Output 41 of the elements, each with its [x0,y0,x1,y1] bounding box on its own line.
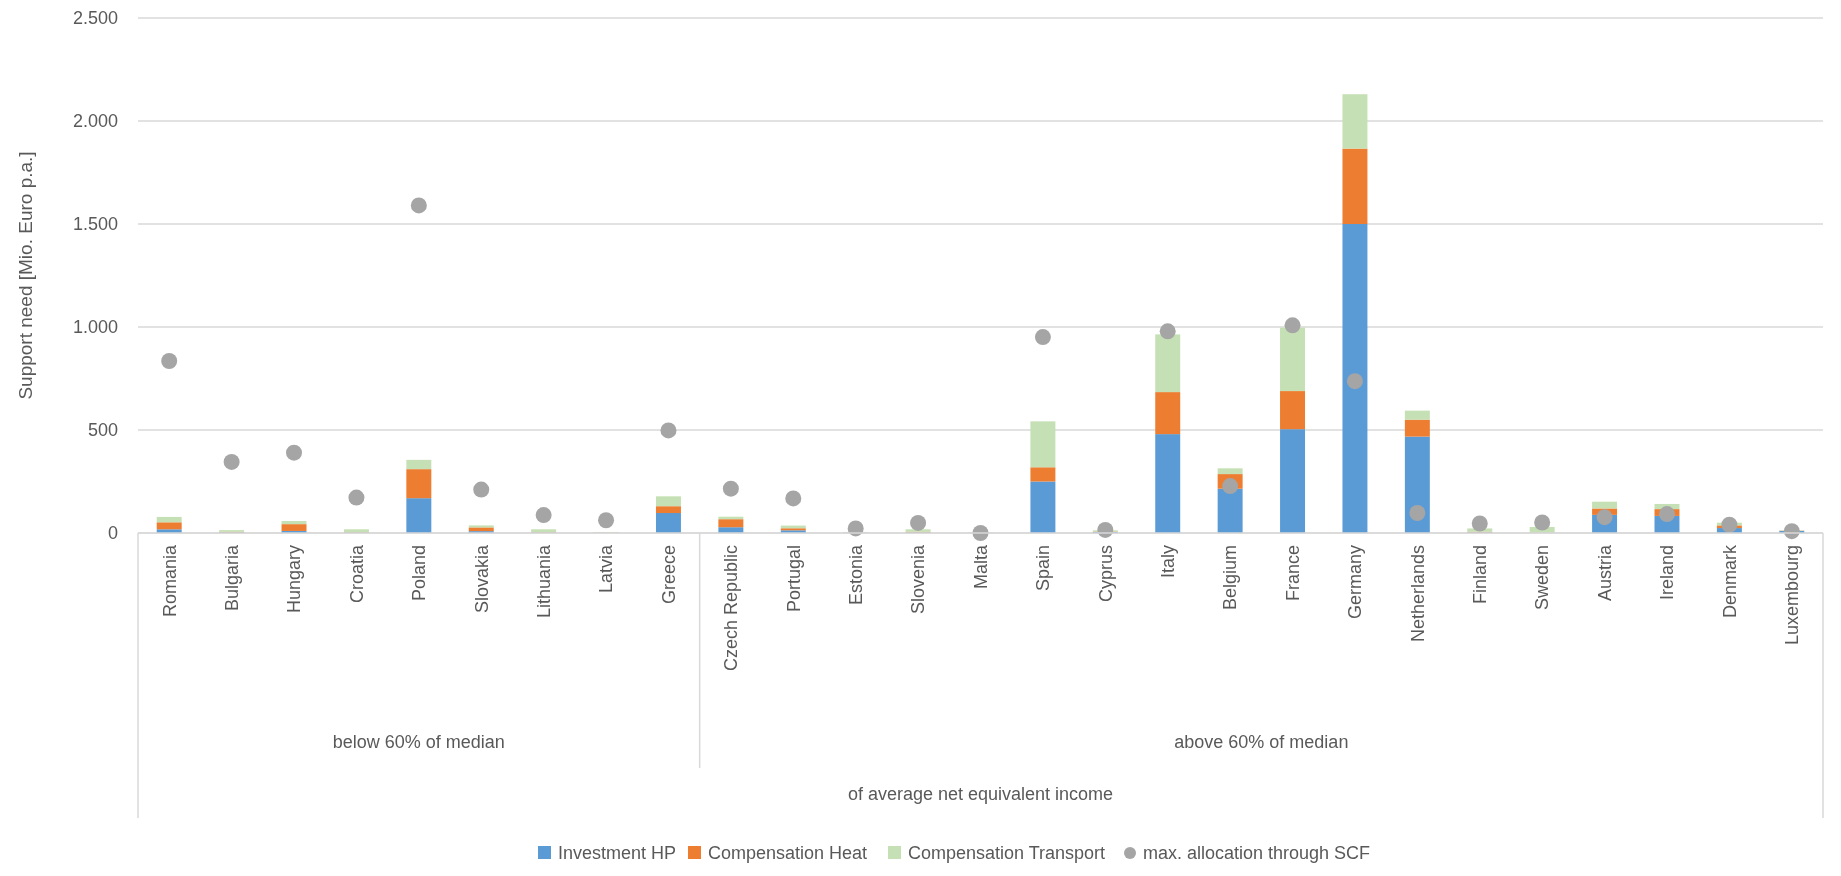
y-tick-label: 2.000 [72,111,118,132]
y-tick-label: 0 [107,523,118,544]
x-tick-label: Germany [1345,545,1366,620]
x-tick-label: Malta [970,544,991,590]
x-tick-label: Austria [1594,544,1615,602]
y-tick-label: 2.500 [72,8,118,29]
y-axis-title: Support need [Mio. Euro p.a.] [15,151,36,400]
x-tick-label: Netherlands [1407,545,1428,643]
legend-label: max. allocation through SCF [1143,843,1371,863]
x-tick-label: Slovakia [471,544,492,614]
x-tick-label: Finland [1470,545,1491,605]
x-tick-label: Greece [658,545,679,605]
legend-label: Investment HP [558,843,677,863]
x-tick-label: Hungary [284,545,305,614]
x-tick-label: Slovenia [908,544,929,615]
legend-label: Compensation Heat [708,843,868,863]
legend-label: Compensation Transport [908,843,1106,863]
text: below 60% of median [332,732,505,752]
y-tick-label: 500 [87,420,118,441]
x-tick-label: Latvia [596,544,617,594]
x-tick-label: Ireland [1657,545,1678,601]
x-tick-label: Spain [1033,545,1054,592]
x-tick-label: Luxembourg [1782,545,1803,646]
x-tick-label: Croatia [346,544,367,604]
x-tick-label: Lithuania [533,544,554,619]
x-tick-label: France [1282,545,1303,602]
x-tick-label: Poland [409,545,430,602]
x-tick-label: Italy [1158,545,1179,579]
y-tick-label: 1.000 [72,317,118,338]
x-tick-label: Sweden [1532,545,1553,611]
x-tick-label: Czech Republic [721,545,742,672]
x-tick-label: Romania [159,544,180,618]
x-tick-label: Belgium [1220,545,1241,611]
x-tick-label: Denmark [1719,544,1740,619]
text: of average net equivalent income [847,784,1114,804]
x-tick-label: Bulgaria [221,544,242,612]
x-tick-label: Cyprus [1095,545,1116,603]
x-tick-label: Estonia [845,544,866,606]
x-tick-label: Portugal [783,545,804,613]
y-tick-label: 1.500 [72,214,118,235]
text: above 60% of median [1174,732,1349,752]
